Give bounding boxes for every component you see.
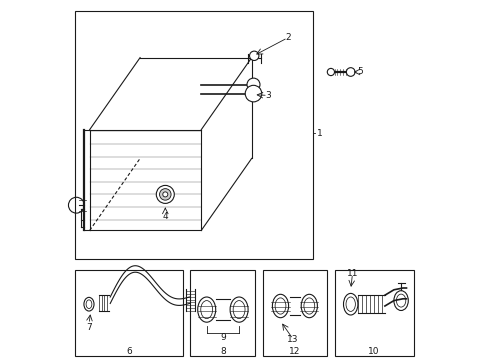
Text: 2: 2 <box>285 33 290 42</box>
Text: 13: 13 <box>287 335 298 343</box>
Circle shape <box>163 192 167 197</box>
Circle shape <box>326 68 334 76</box>
Bar <box>334 270 413 356</box>
Circle shape <box>159 189 171 200</box>
Text: 11: 11 <box>346 269 358 278</box>
Text: 5: 5 <box>356 68 362 77</box>
Bar <box>75 11 312 259</box>
Circle shape <box>246 78 260 91</box>
Text: 1: 1 <box>317 129 322 138</box>
Circle shape <box>249 51 258 60</box>
Text: 6: 6 <box>126 346 132 356</box>
Circle shape <box>346 68 354 76</box>
Text: 4: 4 <box>162 212 168 221</box>
Bar <box>75 270 183 356</box>
Text: 8: 8 <box>220 346 225 356</box>
Text: 9: 9 <box>220 333 225 342</box>
Bar <box>190 270 255 356</box>
Text: 10: 10 <box>367 346 379 356</box>
Circle shape <box>244 85 261 102</box>
Circle shape <box>156 185 174 203</box>
Text: 12: 12 <box>288 346 300 356</box>
Text: 7: 7 <box>86 323 92 332</box>
Text: 3: 3 <box>264 91 270 100</box>
Bar <box>262 270 326 356</box>
